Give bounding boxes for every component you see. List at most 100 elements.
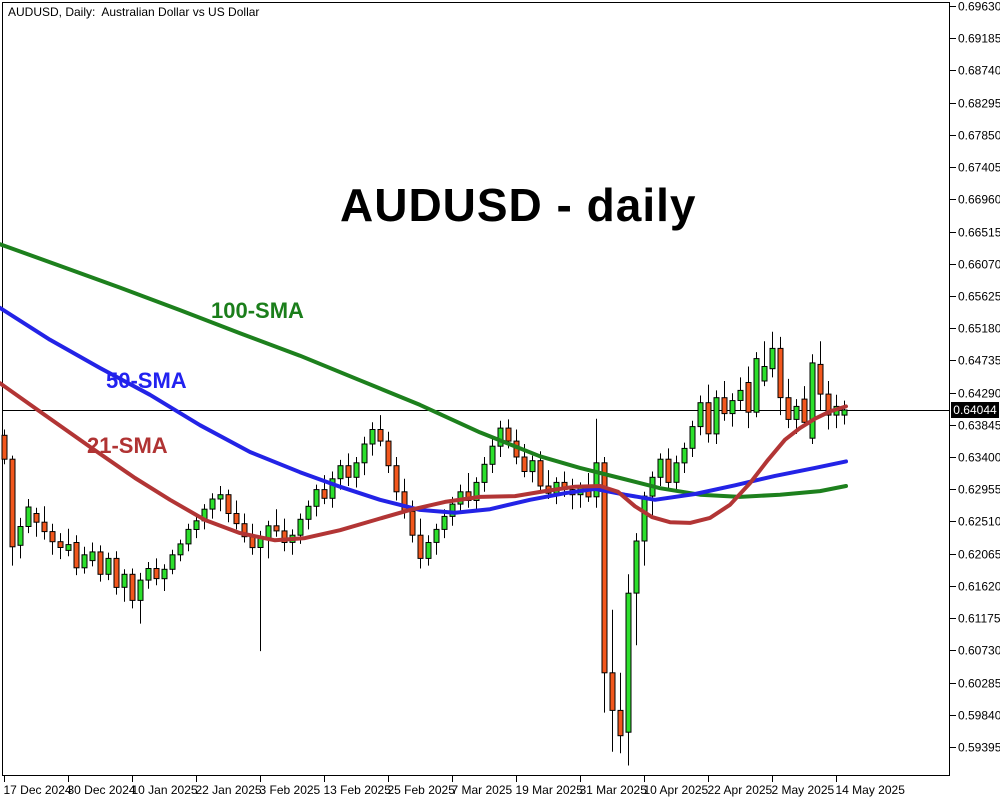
candle-body: [721, 397, 728, 415]
candle-body: [601, 462, 608, 674]
candle: [697, 395, 704, 436]
x-axis-label: 10 Jan 2025: [132, 783, 198, 797]
candle-body: [473, 481, 480, 501]
candle: [145, 562, 152, 589]
candle: [785, 378, 792, 429]
candle-body: [353, 462, 360, 478]
candle-body: [625, 592, 632, 733]
candle: [289, 529, 296, 555]
candle: [393, 457, 400, 501]
candle: [249, 523, 256, 555]
candle: [729, 393, 736, 427]
candle: [233, 500, 240, 530]
y-axis-label: 0.68740: [958, 64, 1000, 78]
candle: [33, 507, 40, 537]
candle-body: [17, 526, 24, 546]
candle-body: [769, 347, 776, 370]
candle: [681, 442, 688, 473]
candle: [17, 517, 24, 559]
candle-body: [321, 489, 328, 499]
sma-line-50: [0, 305, 848, 515]
candle: [1, 429, 8, 465]
candle: [361, 436, 368, 476]
candle: [369, 422, 376, 456]
x-axis-label: 13 Feb 2025: [324, 783, 392, 797]
x-axis-label: 31 Mar 2025: [580, 783, 648, 797]
candle-body: [337, 465, 344, 480]
x-axis-label: 3 Feb 2025: [260, 783, 321, 797]
candle-body: [89, 551, 96, 562]
candle: [273, 509, 280, 537]
candle-body: [433, 528, 440, 543]
candle: [225, 489, 232, 523]
candle: [305, 500, 312, 530]
candle-body: [385, 440, 392, 467]
candle: [809, 354, 816, 444]
candle-body: [25, 506, 32, 527]
candle-body: [537, 460, 544, 487]
candle-body: [65, 544, 72, 551]
candle-body: [233, 513, 240, 525]
candle-body: [129, 573, 136, 601]
sma-label-21: 21-SMA: [87, 433, 168, 458]
candle: [57, 533, 64, 560]
y-axis-label: 0.61175: [958, 612, 1000, 626]
candle: [353, 457, 360, 488]
candle-body: [369, 429, 376, 445]
candle: [105, 552, 112, 581]
candle-body: [689, 426, 696, 449]
y-axis-label: 0.62955: [958, 483, 1000, 497]
y-axis-label: 0.66515: [958, 226, 1000, 240]
x-axis-label: 19 Mar 2025: [516, 783, 584, 797]
candle-body: [169, 554, 176, 570]
candle: [385, 431, 392, 473]
x-axis-label: 14 May 2025: [836, 783, 906, 797]
candle: [793, 399, 800, 434]
candle: [473, 477, 480, 510]
candle: [169, 549, 176, 575]
candle: [425, 535, 432, 566]
x-axis-label: 17 Dec 2024: [4, 783, 72, 797]
candle: [25, 499, 32, 534]
sma-line-21: [0, 381, 848, 543]
candle: [625, 574, 632, 766]
candle-body: [81, 554, 88, 569]
candle: [137, 572, 144, 624]
candle-body: [225, 494, 232, 515]
candle-body: [593, 462, 600, 498]
candle-body: [705, 402, 712, 435]
candle: [241, 513, 248, 543]
sma-label-50: 50-SMA: [106, 368, 187, 393]
candle: [753, 352, 760, 418]
candle-body: [737, 389, 744, 401]
candle-body: [489, 445, 496, 465]
candle: [441, 509, 448, 539]
y-axis-label: 0.62065: [958, 548, 1000, 562]
candle: [737, 377, 744, 410]
candle: [609, 609, 616, 752]
sma-line-100: [0, 242, 848, 499]
candle-body: [281, 530, 288, 544]
y-axis-label: 0.60730: [958, 644, 1000, 658]
candle-body: [361, 443, 368, 464]
candle-body: [801, 398, 808, 423]
plot-border: [2, 2, 950, 776]
candle: [817, 341, 824, 410]
candle-body: [393, 465, 400, 493]
y-axis-label: 0.67850: [958, 129, 1000, 143]
y-axis-label: 0.59395: [958, 741, 1000, 755]
x-axis-label: 22 Jan 2025: [196, 783, 262, 797]
candle: [489, 438, 496, 473]
candle-body: [681, 447, 688, 464]
candle: [49, 523, 56, 555]
y-axis-label: 0.66070: [958, 258, 1000, 272]
x-axis-label: 10 Apr 2025: [644, 783, 709, 797]
candle-body: [841, 409, 848, 416]
y-axis-label: 0.69630: [958, 0, 1000, 14]
y-axis-label: 0.64735: [958, 354, 1000, 368]
candle: [329, 471, 336, 508]
candle-body: [817, 363, 824, 395]
candle-body: [777, 347, 784, 399]
y-axis-label: 0.62510: [958, 515, 1000, 529]
